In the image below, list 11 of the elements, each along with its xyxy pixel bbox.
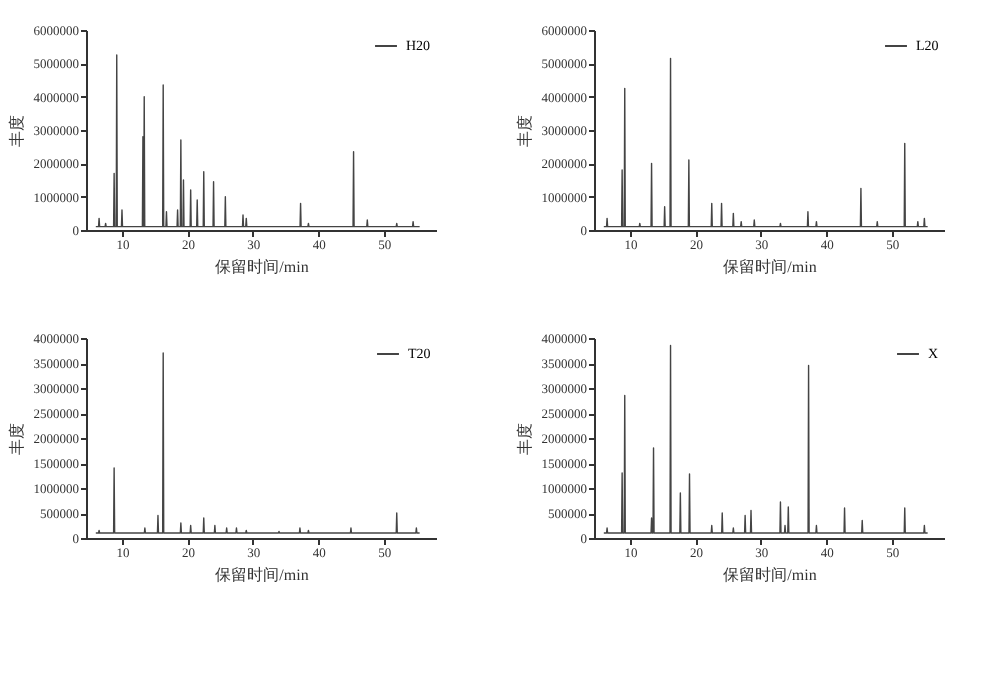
line-series: [603, 344, 929, 534]
x-axis-title: 保留时间/min: [215, 258, 309, 276]
line-series: [95, 54, 421, 228]
x-axis-title: 保留时间/min: [723, 566, 817, 584]
x-axis-title: 保留时间/min: [215, 566, 309, 584]
x-axis-title: 保留时间/min: [723, 258, 817, 276]
y-axis-title: 丰度: [515, 423, 534, 455]
y-axis-title: 丰度: [515, 115, 534, 147]
line-series: [603, 57, 929, 228]
y-axis-title: 丰度: [7, 115, 26, 147]
y-axis-title: 丰度: [7, 423, 26, 455]
